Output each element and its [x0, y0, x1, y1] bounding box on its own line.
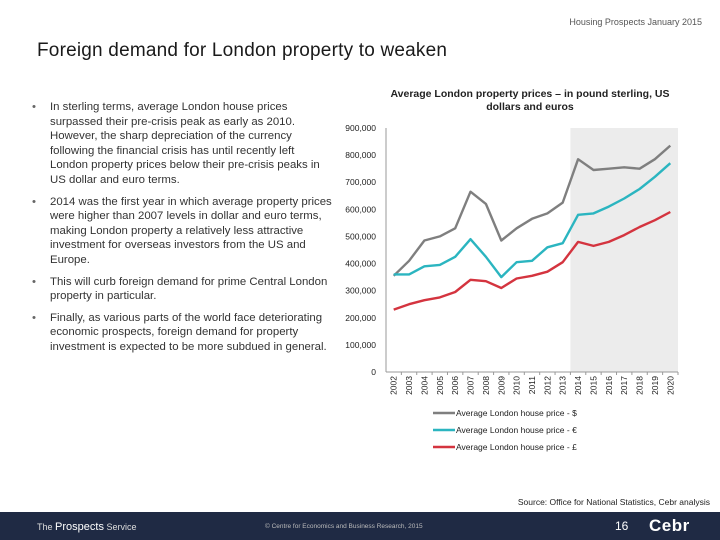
bullet-text: In sterling terms, average London house …	[50, 101, 320, 186]
forecast-shade	[570, 128, 678, 372]
bullet-marker: •	[32, 275, 36, 288]
bullet-item: • In sterling terms, average London house…	[30, 100, 335, 188]
x-tick-label: 2006	[450, 376, 460, 395]
page-number: 16	[615, 519, 629, 533]
footer-service-name: The Prospects Service	[37, 521, 136, 533]
y-tick-label: 600,000	[345, 204, 376, 214]
x-tick-label: 2012	[542, 376, 552, 395]
bullet-item: • 2014 was the first year in which averag…	[30, 195, 335, 268]
page-title: Foreign demand for London property to we…	[37, 40, 448, 61]
footer-copyright: © Centre for Economics and Business Rese…	[265, 523, 423, 530]
y-tick-label: 900,000	[345, 123, 376, 133]
y-tick-label: 0	[371, 367, 376, 377]
x-tick-label: 2013	[558, 376, 568, 395]
footer-bar: The Prospects Service © Centre for Econo…	[0, 512, 720, 540]
x-tick-label: 2015	[588, 376, 598, 395]
bullet-text: This will curb foreign demand for prime …	[50, 275, 328, 303]
y-tick-label: 400,000	[345, 259, 376, 269]
x-tick-label: 2003	[404, 376, 414, 395]
x-tick-label: 2017	[619, 376, 629, 395]
bullet-list: • In sterling terms, average London house…	[30, 100, 335, 362]
header-text: Housing Prospects January 2015	[569, 17, 702, 27]
chart-title: Average London property prices – in poun…	[390, 88, 670, 113]
bullet-text: Finally, as various parts of the world f…	[50, 311, 327, 353]
legend-label-usd: Average London house price - $	[456, 408, 577, 418]
footer-suffix: Service	[106, 522, 137, 532]
x-tick-label: 2008	[481, 376, 491, 395]
y-tick-label: 800,000	[345, 150, 376, 160]
y-tick-label: 700,000	[345, 177, 376, 187]
bullet-text: 2014 was the first year in which average…	[50, 195, 332, 266]
y-tick-label: 300,000	[345, 286, 376, 296]
x-tick-label: 2020	[665, 376, 675, 395]
x-tick-label: 2005	[435, 376, 445, 395]
x-tick-label: 2004	[419, 376, 429, 395]
footer-prefix: The	[37, 522, 53, 532]
x-tick-label: 2019	[650, 376, 660, 395]
source-note: Source: Office for National Statistics, …	[517, 497, 710, 507]
bullet-item: • Finally, as various parts of the world …	[30, 311, 335, 355]
x-tick-label: 2007	[466, 376, 476, 395]
x-tick-label: 2002	[389, 376, 399, 395]
bullet-marker: •	[32, 195, 36, 208]
y-tick-label: 500,000	[345, 231, 376, 241]
bullet-item: • This will curb foreign demand for prime…	[30, 275, 335, 304]
legend-label-gbp: Average London house price - £	[456, 442, 577, 452]
x-tick-label: 2011	[527, 376, 537, 395]
x-tick-label: 2018	[635, 376, 645, 395]
x-tick-label: 2016	[604, 376, 614, 395]
series-line-eur	[393, 162, 672, 279]
cebr-logo: Cebr	[649, 516, 690, 535]
series-line-usd	[392, 144, 672, 277]
series-line-gbp	[393, 210, 671, 311]
line-chart: 0 100,000 200,000 300,000 400,000 500,000 600,…	[345, 123, 679, 452]
x-tick-label: 2014	[573, 376, 583, 395]
legend-label-eur: Average London house price - €	[456, 425, 577, 435]
y-tick-label: 200,000	[345, 313, 376, 323]
y-tick-label: 100,000	[345, 340, 376, 350]
x-tick-label: 2010	[512, 376, 522, 395]
bullet-marker: •	[32, 101, 36, 113]
x-tick-label: 2009	[496, 376, 506, 395]
bullet-marker: •	[32, 311, 36, 324]
footer-brand: Prospects	[55, 521, 104, 533]
